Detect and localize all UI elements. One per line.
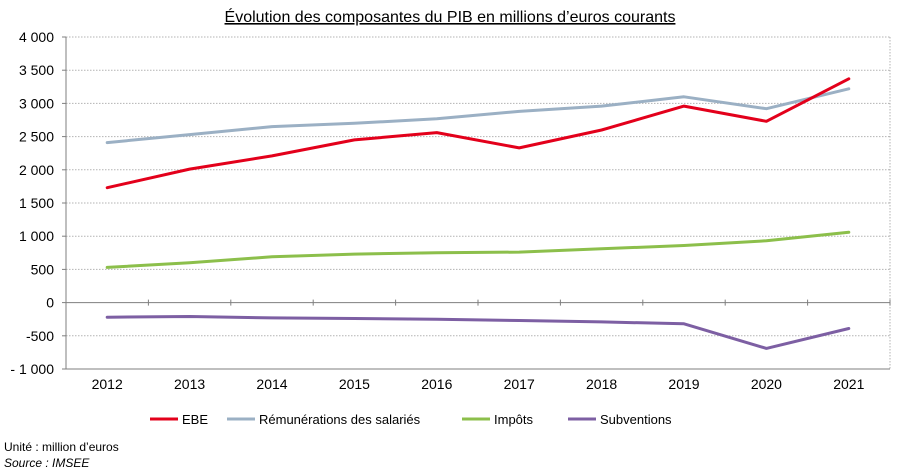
y-tick-label: 500 — [31, 261, 55, 277]
x-tick-label: 2021 — [833, 376, 864, 392]
x-tick-label: 2012 — [92, 376, 123, 392]
y-tick-label: 3 500 — [19, 62, 54, 78]
series-group — [105, 77, 851, 350]
y-tick-label: 1 000 — [19, 228, 54, 244]
source-note: Source : IMSEE — [4, 456, 90, 470]
series-line-subventions — [105, 315, 851, 350]
series-line-ebe — [105, 77, 851, 190]
x-tick-label: 2014 — [256, 376, 287, 392]
y-tick-label: - 1 000 — [10, 361, 54, 377]
x-tick-label: 2013 — [174, 376, 205, 392]
y-tick-label: 3 000 — [19, 95, 54, 111]
chart-title: Évolution des composantes du PIB en mill… — [225, 7, 676, 26]
y-tick-label: 0 — [46, 295, 54, 311]
y-tick-label: 4 000 — [19, 29, 54, 45]
y-tick-label: -500 — [26, 328, 54, 344]
y-tick-label: 2 000 — [19, 162, 54, 178]
legend-label: Rémunérations des salariés — [259, 412, 421, 427]
series-line-imp-ts — [105, 230, 851, 269]
legend-label: EBE — [182, 412, 208, 427]
x-tick-label: 2019 — [668, 376, 699, 392]
legend-label: Impôts — [494, 412, 534, 427]
legend-label: Subventions — [600, 412, 672, 427]
legend: EBE Rémunérations des salariés Impôts Subve… — [150, 412, 672, 427]
x-tick-label: 2020 — [751, 376, 782, 392]
x-tick-label: 2016 — [421, 376, 452, 392]
unit-note: Unité : million d’euros — [4, 440, 119, 454]
x-tick-label: 2015 — [339, 376, 370, 392]
x-tick-label: 2017 — [504, 376, 535, 392]
axes: 4 000 3 500 3 000 2 500 2 000 1 500 1 000 500 0 -… — [10, 29, 891, 392]
y-tick-label: 1 500 — [19, 195, 54, 211]
y-tick-label: 2 500 — [19, 129, 54, 145]
x-tick-label: 2018 — [586, 376, 617, 392]
series-line-r-mun-rations-des-salari-s — [105, 87, 851, 145]
